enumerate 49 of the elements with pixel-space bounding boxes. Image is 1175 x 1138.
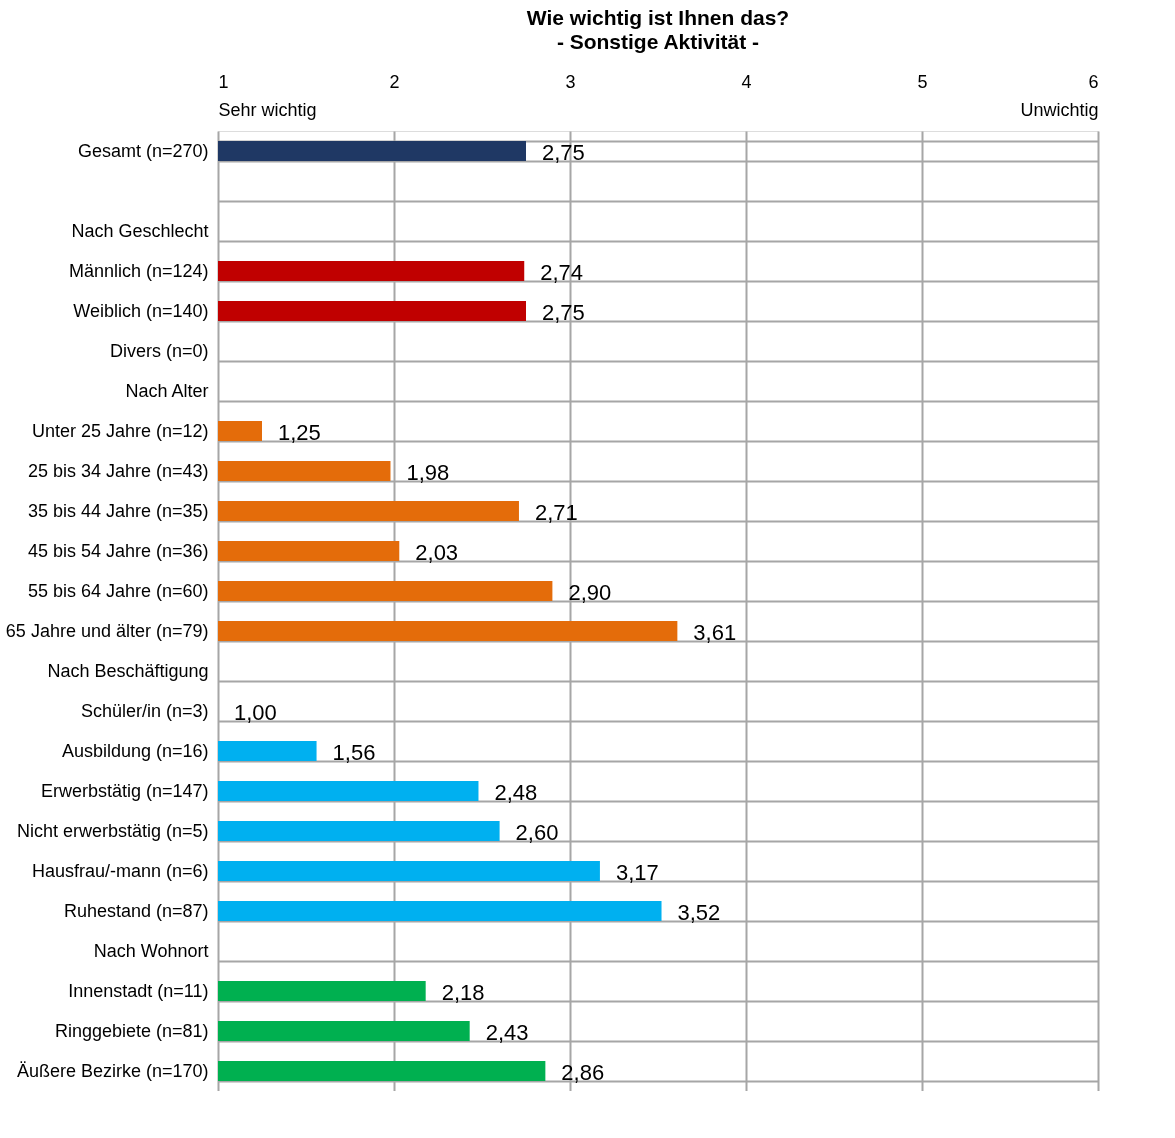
- data-label: 1,00: [234, 700, 277, 725]
- y-tick-label: Schüler/in (n=3): [80, 700, 209, 721]
- x-tick-label: 3: [565, 71, 576, 92]
- data-label: 2,43: [485, 1020, 529, 1045]
- data-label: 2,60: [515, 820, 559, 845]
- x-tick-label: 1 Sehr wichtig: [218, 71, 317, 120]
- data-label: 3,61: [693, 620, 737, 645]
- y-tick-label: Nach Alter: [125, 380, 209, 401]
- y-tick-label: Männlich (n=124): [68, 260, 209, 281]
- chart-title: Wie wichtig ist Ihnen das?: [526, 6, 790, 29]
- data-label: 1,25: [278, 420, 321, 445]
- y-tick-label: Nach Geschlecht: [71, 220, 209, 241]
- y-tick-label: Ringgebiete (n=81): [54, 1020, 209, 1041]
- y-tick-label: 35 bis 44 Jahre (n=35): [27, 500, 209, 521]
- x-tick-label: 4: [741, 71, 752, 92]
- data-label: 1,56: [332, 740, 376, 765]
- y-tick-label: Unter 25 Jahre (n=12): [31, 420, 209, 441]
- x-tick-label: 6 Unwichtig: [1020, 71, 1099, 120]
- data-label: 2,71: [534, 500, 578, 525]
- y-tick-label: 55 bis 64 Jahre (n=60): [27, 580, 209, 601]
- data-label: 2,75: [542, 300, 585, 325]
- chart-subtitle: - Sonstige Aktivität -: [556, 30, 760, 53]
- y-tick-label: Weiblich (n=140): [73, 300, 209, 321]
- data-label: 3,52: [677, 900, 721, 925]
- x-tick-label: 5: [917, 71, 928, 92]
- x-tick-label: 2: [389, 71, 400, 92]
- y-tick-label: Nach Wohnort: [93, 940, 209, 961]
- data-label: 2,48: [494, 780, 538, 805]
- data-label: 2,74: [540, 260, 584, 285]
- y-tick-label: Äußere Bezirke (n=170): [16, 1060, 209, 1081]
- y-tick-label: Hausfrau/-mann (n=6): [31, 860, 209, 881]
- y-tick-label: Erwerbstätig (n=147): [40, 780, 209, 801]
- data-label: 2,75: [542, 140, 585, 165]
- data-label: 1,98: [406, 460, 450, 485]
- data-label: 2,03: [415, 540, 459, 565]
- y-tick-label: Ruhestand (n=87): [63, 900, 209, 921]
- y-tick-label: Gesamt (n=270): [77, 140, 209, 161]
- y-tick-label: Ausbildung (n=16): [61, 740, 209, 761]
- y-tick-label: 25 bis 34 Jahre (n=43): [27, 460, 209, 481]
- y-tick-label: 45 bis 54 Jahre (n=36): [27, 540, 209, 561]
- data-label: 2,86: [561, 1060, 605, 1085]
- data-label: 2,90: [568, 580, 612, 605]
- y-tick-label: 65 Jahre und älter (n=79): [5, 620, 209, 641]
- y-tick-label: Divers (n=0): [109, 340, 209, 361]
- y-tick-label: Nach Beschäftigung: [47, 660, 209, 681]
- y-tick-label: Innenstadt (n=11): [68, 980, 209, 1001]
- data-label: 3,17: [615, 860, 659, 885]
- y-tick-label: Nicht erwerbstätig (n=5): [16, 820, 209, 841]
- data-label: 2,18: [441, 980, 485, 1005]
